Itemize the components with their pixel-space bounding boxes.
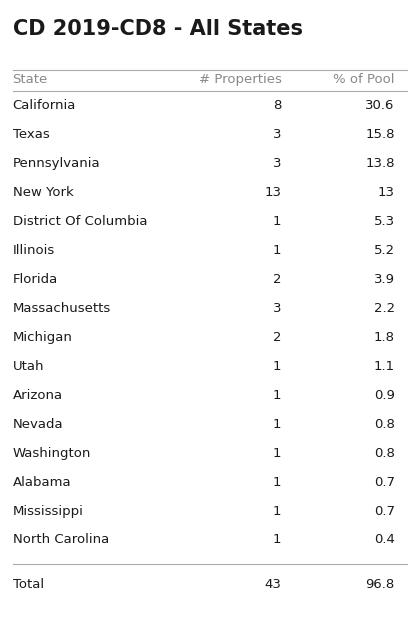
- Text: 15.8: 15.8: [365, 128, 395, 141]
- Text: Total: Total: [13, 578, 44, 591]
- Text: 13: 13: [265, 186, 281, 199]
- Text: % of Pool: % of Pool: [333, 73, 395, 86]
- Text: California: California: [13, 99, 76, 111]
- Text: 43: 43: [265, 578, 281, 591]
- Text: 3.9: 3.9: [374, 273, 395, 285]
- Text: 3: 3: [273, 302, 281, 315]
- Text: Nevada: Nevada: [13, 418, 63, 431]
- Text: 0.7: 0.7: [374, 505, 395, 517]
- Text: 1: 1: [273, 389, 281, 401]
- Text: 30.6: 30.6: [365, 99, 395, 111]
- Text: 0.8: 0.8: [374, 418, 395, 431]
- Text: 8: 8: [273, 99, 281, 111]
- Text: 0.9: 0.9: [374, 389, 395, 401]
- Text: 1: 1: [273, 359, 281, 373]
- Text: 3: 3: [273, 157, 281, 169]
- Text: 2: 2: [273, 273, 281, 285]
- Text: # Properties: # Properties: [199, 73, 281, 86]
- Text: Michigan: Michigan: [13, 331, 73, 343]
- Text: 13.8: 13.8: [365, 157, 395, 169]
- Text: Pennsylvania: Pennsylvania: [13, 157, 100, 169]
- Text: New York: New York: [13, 186, 74, 199]
- Text: District Of Columbia: District Of Columbia: [13, 215, 147, 227]
- Text: Illinois: Illinois: [13, 244, 55, 257]
- Text: 1: 1: [273, 475, 281, 489]
- Text: 0.4: 0.4: [374, 534, 395, 547]
- Text: CD 2019-CD8 - All States: CD 2019-CD8 - All States: [13, 19, 302, 39]
- Text: 1: 1: [273, 447, 281, 459]
- Text: 1.1: 1.1: [374, 359, 395, 373]
- Text: 1: 1: [273, 418, 281, 431]
- Text: 2: 2: [273, 331, 281, 343]
- Text: Arizona: Arizona: [13, 389, 63, 401]
- Text: 1: 1: [273, 505, 281, 517]
- Text: North Carolina: North Carolina: [13, 534, 109, 547]
- Text: 96.8: 96.8: [365, 578, 395, 591]
- Text: 1.8: 1.8: [374, 331, 395, 343]
- Text: Mississippi: Mississippi: [13, 505, 84, 517]
- Text: 0.8: 0.8: [374, 447, 395, 459]
- Text: 3: 3: [273, 128, 281, 141]
- Text: 1: 1: [273, 244, 281, 257]
- Text: 1: 1: [273, 534, 281, 547]
- Text: Massachusetts: Massachusetts: [13, 302, 111, 315]
- Text: 5.3: 5.3: [374, 215, 395, 227]
- Text: Florida: Florida: [13, 273, 58, 285]
- Text: 1: 1: [273, 215, 281, 227]
- Text: 5.2: 5.2: [374, 244, 395, 257]
- Text: Washington: Washington: [13, 447, 91, 459]
- Text: Texas: Texas: [13, 128, 50, 141]
- Text: Utah: Utah: [13, 359, 44, 373]
- Text: 2.2: 2.2: [374, 302, 395, 315]
- Text: 0.7: 0.7: [374, 475, 395, 489]
- Text: State: State: [13, 73, 48, 86]
- Text: 13: 13: [378, 186, 395, 199]
- Text: Alabama: Alabama: [13, 475, 71, 489]
